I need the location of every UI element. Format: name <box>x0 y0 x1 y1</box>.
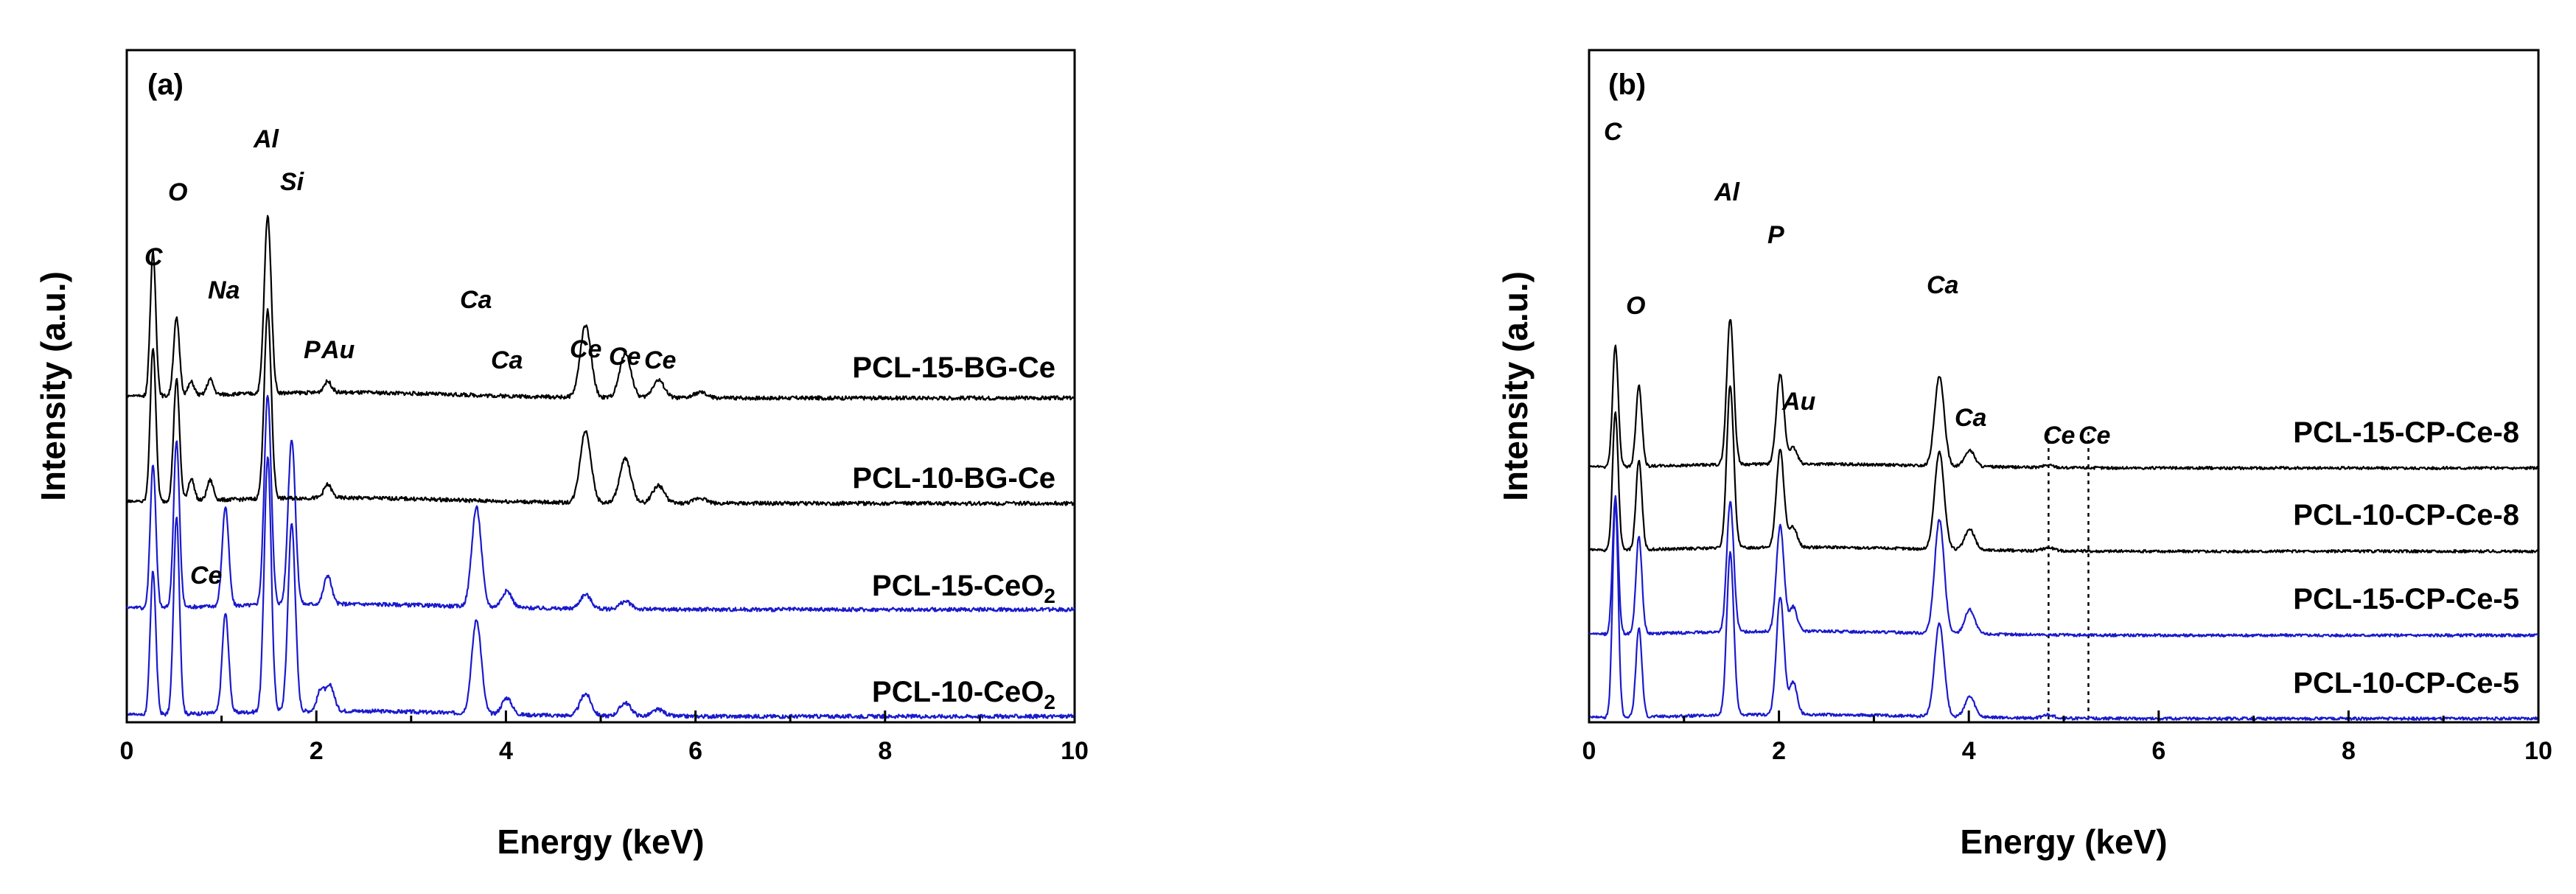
panel-a-x-tick-label-6: 6 <box>688 737 702 765</box>
panel-b-series-label-4: PCL-10-CP-Ce-5 <box>2293 667 2519 699</box>
panel-a-series-line-3 <box>126 308 1075 506</box>
panel-b-peak-label-ca-1: Ca <box>1927 271 1958 299</box>
panel-b-x-tick-label-8: 8 <box>2342 737 2356 765</box>
panel-b-ticks-group: 0 2 4 6 8 10 <box>1582 710 2552 765</box>
panel-a-peak-label-al: Al <box>253 125 280 153</box>
panel-b-peak-label-al: Al <box>1714 178 1741 206</box>
panel-a-series-line-2 <box>125 394 1075 612</box>
panel-a-peak-label-ce-2: Ce <box>609 343 640 371</box>
panel-b-x-tick-label-10: 10 <box>2524 737 2552 765</box>
panel-b-x-tick-label-0: 0 <box>1582 737 1596 765</box>
panel-a-x-tick-label-2: 2 <box>310 737 324 765</box>
panel-b-peak-label-ce-2: Ce <box>2078 422 2110 450</box>
panel-a-peak-label-c: C <box>144 243 163 271</box>
panel-a-peak-label-o: O <box>168 178 187 206</box>
panel-a-peak-label-ca-1: Ca <box>460 286 492 314</box>
panel-a-series-label-1: PCL-15-BG-Ce <box>852 352 1055 384</box>
panel-a-ticks-group: 0 2 4 6 8 10 <box>120 710 1089 765</box>
panel-a: (a) 0 2 4 6 8 10 PCL-15-BG-Ce PCL-10-BG-Ce PC… <box>34 49 1089 861</box>
panel-b-peak-label-c: C <box>1604 118 1622 146</box>
panel-a-peak-label-p: P <box>304 336 321 364</box>
panel-a-x-axis-title: Energy (keV) <box>497 823 704 861</box>
panel-b-peak-label-ce-1: Ce <box>2043 422 2075 450</box>
panel-b-x-tick-label-2: 2 <box>1772 737 1786 765</box>
panel-a-series-label-3: PCL-15-CeO2 <box>872 570 1055 607</box>
panel-a-x-tick-label-8: 8 <box>878 737 892 765</box>
panel-b-peak-label-p: P <box>1767 221 1784 249</box>
panel-b-series-label-2: PCL-10-CP-Ce-8 <box>2293 499 2519 531</box>
panel-a-peak-label-au: Au <box>321 336 355 364</box>
panel-b-series-line-3 <box>1588 385 2540 554</box>
panel-a-peak-label-ce-4: Ce <box>190 562 222 590</box>
panel-a-peak-label-na: Na <box>208 276 240 304</box>
panel-a-peak-label-ce-1: Ce <box>570 335 601 363</box>
panel-a-x-tick-label-0: 0 <box>120 737 134 765</box>
panel-b-label: (b) <box>1608 69 1646 101</box>
panel-b-series-line-2 <box>1588 495 2539 638</box>
panel-b-series-label-1: PCL-15-CP-Ce-8 <box>2293 416 2519 449</box>
panel-b-frame <box>1588 49 2540 724</box>
panel-b-y-axis-title: Intensity (a.u.) <box>1496 271 1535 501</box>
panel-a-series-line-4 <box>126 214 1075 401</box>
panel-a-series-label-4: PCL-10-CeO2 <box>872 676 1055 713</box>
panel-b-series-label-3: PCL-15-CP-Ce-5 <box>2293 583 2519 615</box>
panel-a-peak-label-ca-2: Ca <box>491 346 523 374</box>
panel-a-series-label-2: PCL-10-BG-Ce <box>852 462 1055 495</box>
panel-b-series-line-4 <box>1588 318 2539 471</box>
panel-b-peak-label-ca-2: Ca <box>1955 404 1986 432</box>
panel-a-x-tick-label-10: 10 <box>1061 737 1089 765</box>
panel-b-peak-label-o: O <box>1626 292 1645 320</box>
panel-b-x-axis-title: Energy (keV) <box>1960 823 2167 861</box>
panel-a-label: (a) <box>147 69 184 101</box>
panel-a-peak-label-si: Si <box>280 168 305 196</box>
panel-a-y-axis-title: Intensity (a.u.) <box>34 271 72 501</box>
panel-b-x-tick-label-6: 6 <box>2151 737 2165 765</box>
panel-a-peak-label-ce-3: Ce <box>644 346 676 374</box>
panel-b: (b) 0 2 4 6 8 10 PCL-15-CP-Ce-8 PCL-10-CP-Ce-… <box>1496 49 2552 861</box>
panel-a-x-tick-label-4: 4 <box>499 737 513 765</box>
panel-b-peak-label-au: Au <box>1781 388 1816 416</box>
panel-b-x-tick-label-4: 4 <box>1962 737 1976 765</box>
